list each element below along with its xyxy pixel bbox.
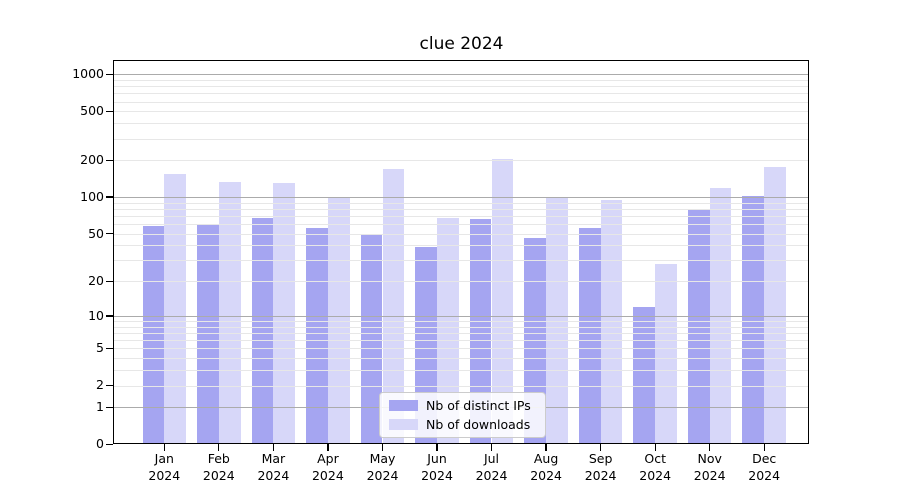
bar: [142, 225, 165, 445]
x-tick-mark: [599, 444, 602, 451]
x-tick-label: Nov 2024: [693, 451, 726, 483]
y-tick-mark: [106, 406, 113, 408]
bar: [273, 183, 296, 445]
y-tick-mark: [106, 233, 113, 235]
y-tick-mark: [106, 159, 113, 161]
gridline: [113, 370, 809, 372]
y-tick-label: 50: [88, 225, 104, 241]
y-tick-label: 200: [80, 152, 104, 168]
bar: [251, 217, 274, 445]
y-tick-mark: [106, 110, 113, 113]
legend-label: Nb of downloads: [426, 416, 531, 432]
y-tick-mark: [106, 384, 113, 387]
y-tick-label: 100: [80, 188, 104, 204]
gridline: [113, 315, 809, 317]
y-tick-label: 10: [88, 307, 104, 323]
x-tick-label: Jun 2024: [421, 451, 453, 483]
y-tick-label: 0: [96, 436, 104, 452]
bar: [218, 182, 241, 445]
legend-item: Nb of downloads: [389, 416, 536, 432]
gridline: [113, 197, 809, 199]
y-tick-mark: [106, 280, 113, 282]
gridline: [113, 245, 809, 247]
gridline: [113, 101, 809, 103]
x-tick-mark: [327, 444, 329, 451]
y-tick-label: 20: [88, 273, 104, 288]
gridline: [113, 233, 809, 235]
legend: Nb of distinct IPs Nb of downloads: [379, 392, 546, 438]
bar: [197, 224, 219, 445]
y-tick-label: 1000: [72, 66, 104, 82]
gridline: [113, 358, 809, 360]
y-tick-mark: [106, 347, 113, 349]
y-tick-mark: [106, 73, 113, 75]
x-tick-mark: [709, 444, 711, 451]
x-tick-mark: [381, 444, 384, 451]
bar: [633, 306, 656, 445]
legend-label: Nb of distinct IPs: [426, 397, 531, 413]
gridline: [113, 326, 809, 328]
gridline: [113, 123, 809, 125]
bar: [360, 233, 383, 445]
x-tick-mark: [490, 444, 493, 451]
gridline: [113, 93, 809, 95]
y-tick-label: 500: [80, 103, 104, 119]
gridline: [113, 332, 809, 334]
gridline: [113, 224, 809, 226]
x-tick-label: May 2024: [366, 451, 399, 483]
legend-swatch: [389, 400, 418, 411]
y-tick-mark: [106, 315, 113, 317]
bar: [382, 168, 405, 445]
gridline: [113, 86, 809, 88]
x-tick-label: Sep 2024: [584, 451, 617, 483]
bar: [327, 197, 350, 445]
gridline: [113, 202, 809, 204]
bar: [164, 173, 187, 445]
x-tick-label: Mar 2024: [257, 451, 290, 483]
x-tick-label: Jul 2024: [475, 451, 508, 483]
chart-title: clue 2024: [419, 34, 504, 54]
gridline: [113, 281, 809, 283]
x-tick-mark: [218, 444, 220, 451]
legend-swatch: [389, 419, 418, 430]
x-tick-label: Apr 2024: [311, 451, 344, 483]
gridline: [113, 209, 809, 210]
x-tick-label: Dec 2024: [748, 451, 781, 483]
bar: [491, 159, 514, 445]
x-tick-mark: [545, 444, 547, 451]
x-tick-label: Feb 2024: [202, 451, 235, 483]
bar: [655, 264, 677, 445]
y-tick-label: 1: [96, 399, 104, 414]
gridline: [113, 385, 809, 387]
gridline: [113, 216, 809, 217]
y-tick-mark: [106, 443, 113, 445]
x-tick-label: Aug 2024: [530, 451, 562, 483]
bar: [546, 197, 568, 445]
gridline: [113, 111, 809, 113]
x-tick-mark: [436, 444, 438, 451]
gridline: [113, 74, 809, 76]
y-tick-label: 5: [96, 340, 104, 356]
bar: [437, 217, 459, 445]
gridline: [113, 321, 809, 322]
x-tick-label: Jan 2024: [148, 451, 181, 483]
gridline: [113, 160, 809, 162]
bar: [742, 195, 765, 445]
gridline: [113, 79, 809, 81]
x-tick-mark: [763, 444, 765, 451]
y-tick-label: 2: [96, 377, 104, 393]
gridline: [113, 138, 809, 140]
bar: [764, 167, 786, 445]
y-tick-mark: [106, 196, 113, 198]
x-tick-mark: [654, 444, 656, 451]
gridline: [113, 260, 809, 262]
x-tick-mark: [163, 444, 165, 451]
gridline: [113, 340, 809, 342]
bar: [469, 219, 492, 445]
gridline: [113, 348, 809, 350]
x-tick-mark: [272, 444, 275, 451]
legend-item: Nb of distinct IPs: [389, 397, 536, 413]
x-tick-label: Oct 2024: [639, 451, 672, 483]
